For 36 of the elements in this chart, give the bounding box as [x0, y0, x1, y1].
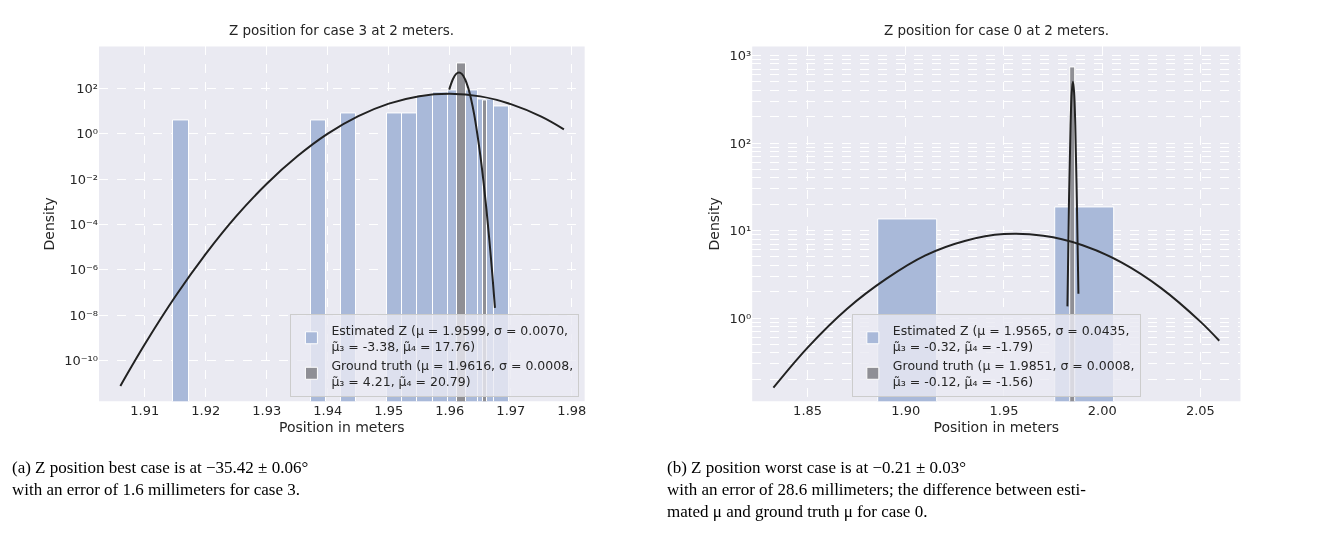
- x-tick-label: 1.95: [374, 403, 404, 419]
- y-tick-label: 10²: [76, 80, 99, 96]
- x-tick-label: 1.97: [496, 403, 526, 419]
- chart-title: Z position for case 0 at 2 meters.: [884, 22, 1110, 38]
- y-tick-label: 10⁰: [729, 310, 752, 326]
- y-tick-label: 10¹: [729, 223, 752, 239]
- chart-title: Z position for case 3 at 2 meters.: [229, 22, 455, 38]
- legend-label: Estimated Z (μ = 1.9599, σ = 0.0070, μ̃₃ = -3.38, μ̃₄ = 17.76): [331, 322, 569, 354]
- x-tick-label: 1.93: [252, 403, 282, 419]
- x-axis-title: Position in meters: [279, 418, 405, 435]
- x-tick-label: 1.90: [891, 403, 921, 419]
- y-axis-title: Density: [40, 197, 57, 251]
- y-tick-label: 10⁰: [76, 126, 99, 142]
- x-axis-title: Position in meters: [933, 418, 1060, 435]
- x-tick-label: 1.96: [435, 403, 465, 419]
- y-tick-label: 10⁻⁸: [69, 307, 99, 323]
- legend-label: Ground truth (μ = 1.9851, σ = 0.0008, μ̃₃ = -0.12, μ̃₄ = -1.56): [892, 358, 1135, 390]
- x-tick-label: 1.95: [989, 403, 1019, 419]
- x-tick-label: 1.91: [130, 403, 160, 419]
- x-tick-label: 2.05: [1185, 403, 1215, 419]
- y-tick-label: 10⁻⁴: [69, 216, 99, 232]
- x-tick-label: 1.85: [793, 403, 823, 419]
- y-tick-label: 10⁻⁶: [69, 262, 99, 278]
- y-axis-title: Density: [706, 197, 723, 251]
- x-tick-label: 2.00: [1087, 403, 1117, 419]
- text: (a) Z position best case is at −35.42 ± 0.06° with an error of 1.6 millimeters for case 3.: [12, 458, 309, 500]
- y-tick-label: 10⁻¹⁰: [64, 353, 99, 369]
- x-tick-label: 1.94: [313, 403, 343, 419]
- legend-label: Ground truth (μ = 1.9616, σ = 0.0008, μ̃₃ = 4.21, μ̃₄ = 20.79): [331, 358, 574, 390]
- x-tick-label: 1.98: [557, 403, 587, 419]
- x-tick-label: 1.92: [191, 403, 221, 419]
- legend-label: Estimated Z (μ = 1.9565, σ = 0.0435, μ̃₃ = -0.32, μ̃₄ = -1.79): [892, 322, 1130, 354]
- text: (b) Z position worst case is at −0.21 ± 0.03° with an error of 28.6 millimeters; the difference between esti- mated μ and ground truth μ for case 0.: [667, 458, 1087, 522]
- y-tick-label: 10²: [729, 135, 752, 151]
- y-tick-label: 10⁻²: [69, 171, 99, 187]
- y-tick-label: 10³: [729, 48, 752, 64]
